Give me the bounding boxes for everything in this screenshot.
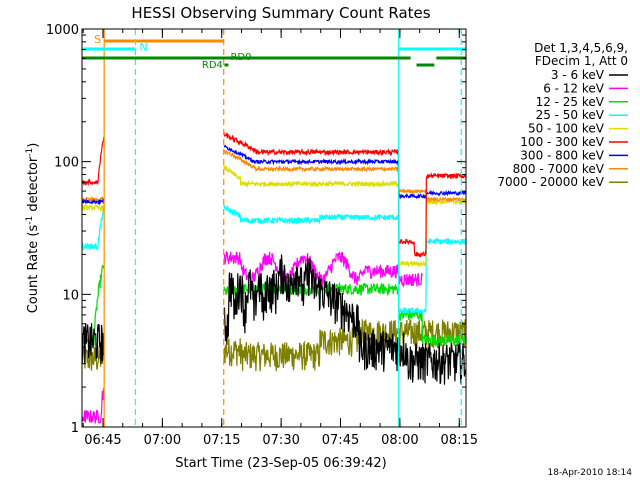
state-flags: S N RD0 RD4 — [82, 29, 466, 427]
legend-label: 7000 - 20000 keV — [497, 175, 604, 189]
y-axis-label-sup: -1 — [25, 148, 35, 157]
series-line — [81, 132, 467, 258]
x-tick-label: 07:45 — [322, 433, 359, 448]
y-axis-label-sup: -1 — [25, 216, 35, 225]
series-line — [81, 204, 467, 315]
x-axis-label: Start Time (23-Sep-05 06:39:42) — [175, 456, 386, 471]
y-tick-label: 100 — [54, 156, 79, 171]
x-tick-label: 06:45 — [84, 433, 121, 448]
night-label: N — [139, 41, 147, 54]
legend-label: 25 - 50 keV — [536, 108, 605, 122]
x-tick-label: 07:15 — [203, 433, 240, 448]
plot-frame — [81, 28, 467, 428]
y-tick-label: 1000 — [46, 23, 79, 38]
series-line — [81, 254, 467, 385]
legend: Det 1,3,4,5,6,9, FDecim 1, Att 0 3 - 6 k… — [497, 41, 628, 189]
plot-area — [81, 132, 467, 424]
legend-label: 12 - 25 keV — [536, 95, 605, 109]
chart-title: HESSI Observing Summary Count Rates — [131, 4, 430, 22]
series-line — [81, 250, 423, 424]
legend-label: 6 - 12 keV — [543, 81, 605, 95]
legend-label: 50 - 100 keV — [528, 122, 605, 136]
y-axis: 1 10 100 1000 — [46, 23, 466, 436]
x-axis: 06:45 07:00 07:15 07:30 07:45 08:00 08:15 — [82, 29, 478, 448]
series-line — [81, 144, 467, 206]
footer-date: 18-Apr-2010 18:14 — [548, 468, 633, 478]
y-axis-label-part: Count Rate (s — [26, 225, 41, 314]
saa-label: S — [94, 33, 101, 46]
legend-label: 300 - 800 keV — [520, 148, 604, 162]
y-tick-label: 1 — [71, 421, 79, 436]
y-axis-label-part: ) — [26, 143, 41, 148]
x-tick-label: 08:15 — [441, 433, 478, 448]
x-tick-label: 08:00 — [381, 433, 418, 448]
legend-header-line: Det 1,3,4,5,6,9, — [534, 41, 628, 55]
x-tick-label: 07:00 — [144, 433, 181, 448]
y-axis-label: Count Rate (s-1 detector-1) — [25, 143, 41, 314]
rd0-label: RD0 — [230, 52, 251, 63]
x-tick-label: 07:30 — [262, 433, 299, 448]
y-tick-label: 10 — [62, 288, 79, 303]
legend-label: 3 - 6 keV — [551, 68, 605, 82]
legend-header-line: FDecim 1, Att 0 — [535, 54, 628, 68]
y-axis-label-part: detector — [26, 156, 41, 216]
rd4-label: RD4 — [202, 60, 223, 71]
series-line — [81, 149, 467, 203]
legend-label: 800 - 7000 keV — [513, 162, 605, 176]
legend-label: 100 - 300 keV — [520, 135, 604, 149]
series-line — [81, 165, 467, 269]
